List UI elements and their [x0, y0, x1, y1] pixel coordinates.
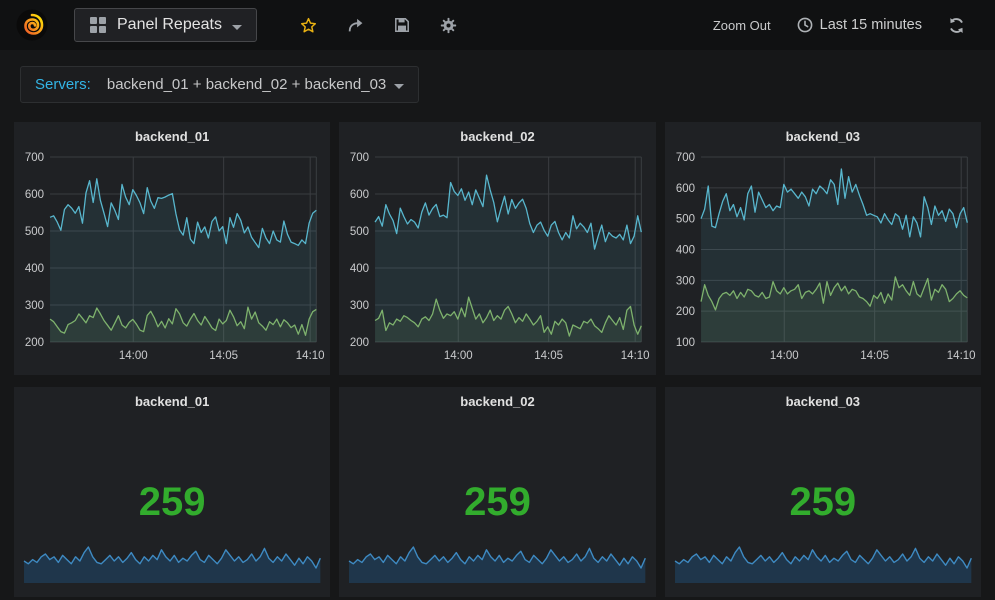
refresh-icon [950, 17, 963, 33]
panel-title[interactable]: backend_01 [134, 394, 210, 409]
stat-value: 259 [464, 480, 531, 524]
svg-text:600: 600 [675, 183, 694, 195]
svg-text:100: 100 [675, 337, 694, 349]
svg-text:700: 700 [675, 152, 694, 164]
star-icon [300, 17, 317, 33]
graph-panel-backend-03: backend_03 700 600 500 400 300 200 100 14:00 14:… [664, 122, 981, 375]
svg-text:300: 300 [25, 300, 44, 312]
svg-text:14:05: 14:05 [209, 350, 238, 362]
svg-text:14:10: 14:10 [296, 350, 325, 362]
svg-text:200: 200 [350, 337, 369, 349]
svg-text:14:10: 14:10 [621, 350, 650, 362]
singlestat-panel-backend-03: backend_03 259 [664, 387, 981, 597]
grafana-logo[interactable] [16, 9, 48, 41]
refresh-button[interactable] [948, 17, 965, 34]
servers-dropdown[interactable]: Servers: backend_01 + backend_02 + backe… [20, 66, 420, 103]
dashboard-picker-button[interactable]: Panel Repeats [74, 8, 257, 42]
timeseries-chart[interactable]: 700 600 500 400 300 200 14:00 14:05 14:10 [339, 150, 655, 375]
template-variables-row: Servers: backend_01 + backend_02 + backe… [0, 50, 995, 103]
svg-text:600: 600 [25, 189, 44, 201]
chevron-down-icon [231, 24, 242, 30]
panel-title[interactable]: backend_02 [460, 129, 535, 144]
svg-text:500: 500 [350, 226, 369, 238]
timeseries-chart[interactable]: 700 600 500 400 300 200 14:00 14:05 14:10 [14, 150, 330, 375]
chevron-down-icon [394, 84, 405, 89]
dashboard-grid: backend_01 700 600 500 400 300 200 14:00 14:05 1… [0, 103, 995, 597]
graph-panel-backend-02: backend_02 700 600 500 400 300 200 14:00 14:05 1… [339, 122, 656, 375]
share-icon [348, 18, 363, 31]
clock-icon [797, 17, 813, 33]
svg-text:700: 700 [25, 152, 44, 164]
panel-title[interactable]: backend_03 [785, 394, 861, 409]
singlestat-panel-backend-01: backend_01 259 [14, 387, 331, 597]
servers-variable-value: backend_01 + backend_02 + backend_03 [106, 76, 387, 93]
settings-button[interactable] [440, 17, 457, 34]
save-button[interactable] [394, 17, 410, 33]
svg-text:200: 200 [675, 306, 694, 318]
svg-text:14:00: 14:00 [770, 350, 799, 362]
stat-value: 259 [789, 480, 857, 524]
svg-text:14:05: 14:05 [860, 350, 889, 362]
top-navbar: Panel Repeats [0, 0, 995, 50]
panel-title[interactable]: backend_02 [460, 394, 535, 409]
save-icon [395, 18, 409, 32]
sparkline-chart [23, 546, 321, 583]
svg-text:14:10: 14:10 [946, 350, 975, 362]
panel-title[interactable]: backend_03 [785, 129, 861, 144]
svg-text:400: 400 [675, 245, 694, 257]
zoom-out-button[interactable]: Zoom Out [712, 17, 771, 33]
svg-text:700: 700 [350, 152, 369, 164]
star-button[interactable] [300, 17, 317, 34]
stat-value: 259 [138, 480, 206, 524]
timeseries-chart[interactable]: 700 600 500 400 300 200 100 14:00 14:05 14:10 [665, 150, 981, 375]
gear-icon [440, 17, 457, 33]
time-range-picker[interactable]: Last 15 minutes [797, 17, 922, 33]
time-range-label: Last 15 minutes [819, 17, 922, 33]
svg-text:500: 500 [675, 214, 694, 226]
svg-text:14:05: 14:05 [535, 350, 564, 362]
svg-text:600: 600 [350, 189, 369, 201]
sparkline-chart [674, 546, 972, 583]
svg-text:400: 400 [350, 263, 369, 275]
dashboard-title: Panel Repeats [117, 16, 222, 33]
dashboard-grid-icon [90, 17, 106, 33]
singlestat-panel-backend-02: backend_02 259 [339, 387, 656, 597]
svg-text:14:00: 14:00 [444, 350, 473, 362]
share-button[interactable] [347, 17, 364, 34]
svg-text:14:00: 14:00 [119, 350, 148, 362]
svg-text:300: 300 [675, 275, 694, 287]
svg-text:500: 500 [25, 226, 44, 238]
panel-title[interactable]: backend_01 [134, 129, 210, 144]
graph-panel-backend-01: backend_01 700 600 500 400 300 200 14:00 14:05 1… [14, 122, 331, 375]
sparkline-chart [348, 546, 647, 583]
servers-variable-label: Servers: [35, 76, 91, 93]
svg-text:300: 300 [350, 300, 369, 312]
svg-text:200: 200 [25, 337, 44, 349]
svg-text:400: 400 [25, 263, 44, 275]
